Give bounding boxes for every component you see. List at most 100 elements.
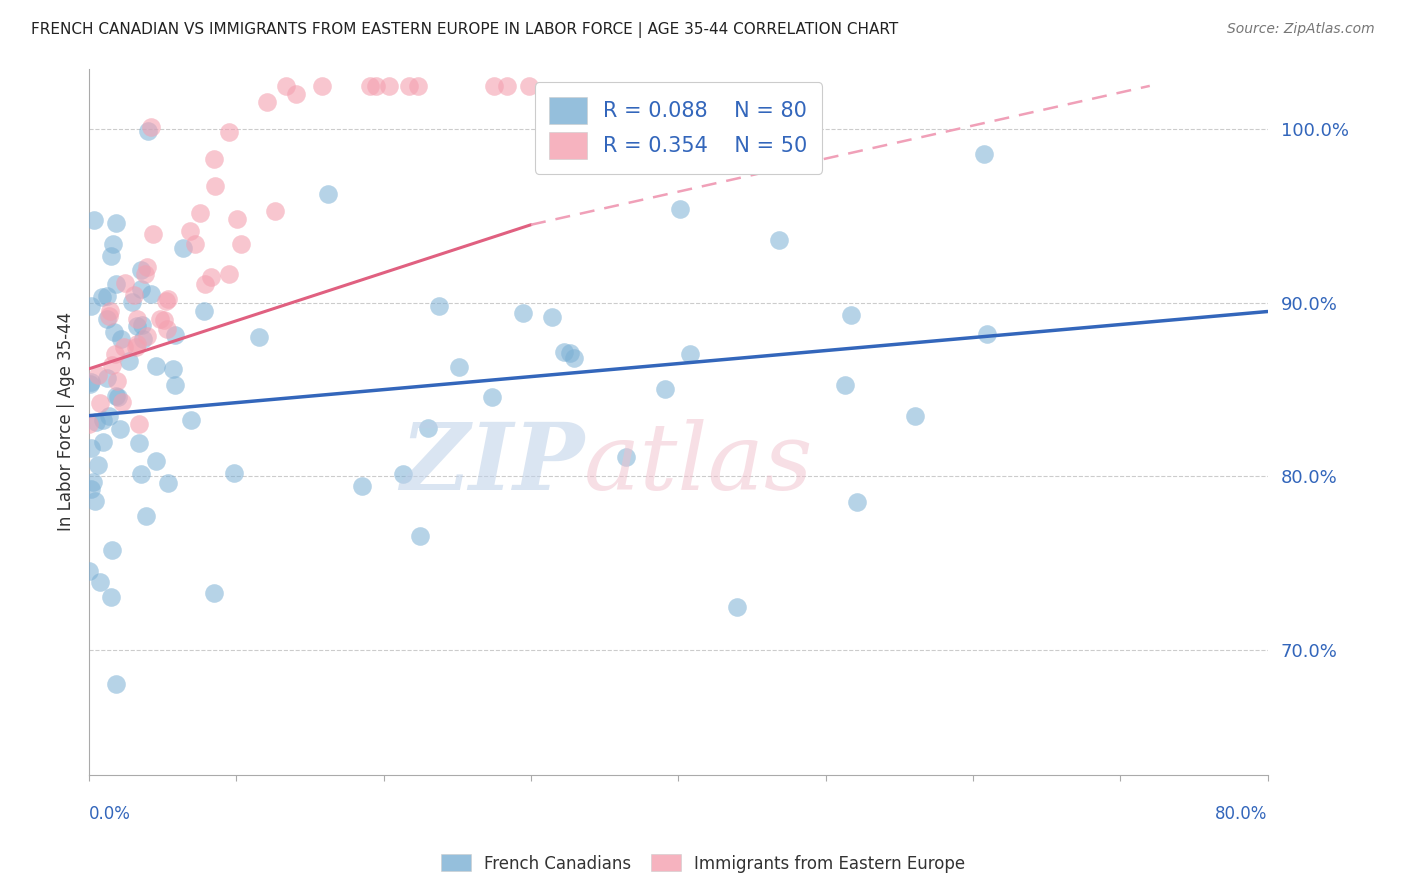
Point	[263, 203, 285, 218]
Point	[131, 318, 153, 333]
Point	[135, 328, 157, 343]
Point	[204, 179, 226, 194]
Point	[80, 375, 103, 389]
Text: ZIP: ZIP	[399, 419, 583, 509]
Legend: French Canadians, Immigrants from Eastern Europe: French Canadians, Immigrants from Easter…	[434, 847, 972, 880]
Point	[179, 224, 201, 238]
Point	[107, 390, 129, 404]
Point	[110, 332, 132, 346]
Point	[105, 277, 128, 291]
Point	[98, 303, 121, 318]
Point	[311, 78, 333, 93]
Point	[316, 186, 339, 201]
Point	[89, 574, 111, 589]
Point	[359, 78, 381, 93]
Point	[156, 322, 179, 336]
Point	[96, 371, 118, 385]
Point	[172, 241, 194, 255]
Point	[447, 360, 470, 375]
Point	[100, 590, 122, 604]
Point	[87, 368, 110, 382]
Point	[110, 394, 132, 409]
Point	[129, 467, 152, 481]
Text: 80.0%: 80.0%	[1215, 805, 1268, 823]
Point	[114, 277, 136, 291]
Point	[834, 378, 856, 392]
Point	[481, 390, 503, 404]
Point	[89, 396, 111, 410]
Point	[100, 359, 122, 373]
Point	[104, 216, 127, 230]
Point	[226, 211, 249, 226]
Point	[91, 413, 114, 427]
Point	[105, 389, 128, 403]
Point	[614, 450, 637, 464]
Text: FRENCH CANADIAN VS IMMIGRANTS FROM EASTERN EUROPE IN LABOR FORCE | AGE 35-44 COR: FRENCH CANADIAN VS IMMIGRANTS FROM EASTE…	[31, 22, 898, 38]
Point	[91, 434, 114, 449]
Point	[768, 233, 790, 247]
Y-axis label: In Labor Force | Age 35-44: In Labor Force | Age 35-44	[58, 312, 75, 532]
Text: 0.0%: 0.0%	[89, 805, 131, 823]
Point	[973, 147, 995, 161]
Point	[86, 415, 108, 429]
Point	[125, 312, 148, 326]
Point	[364, 78, 387, 93]
Point	[145, 454, 167, 468]
Point	[134, 509, 156, 524]
Point	[141, 287, 163, 301]
Point	[128, 417, 150, 432]
Point	[129, 263, 152, 277]
Point	[553, 344, 575, 359]
Point	[153, 313, 176, 327]
Point	[145, 359, 167, 373]
Point	[105, 374, 128, 388]
Point	[976, 327, 998, 342]
Point	[398, 78, 420, 93]
Point	[80, 442, 103, 456]
Point	[90, 290, 112, 304]
Point	[408, 529, 430, 543]
Point	[87, 458, 110, 472]
Text: Source: ZipAtlas.com: Source: ZipAtlas.com	[1227, 22, 1375, 37]
Point	[121, 294, 143, 309]
Point	[392, 467, 415, 481]
Point	[541, 310, 564, 325]
Point	[127, 337, 149, 351]
Point	[654, 382, 676, 396]
Point	[202, 586, 225, 600]
Point	[427, 299, 450, 313]
Point	[79, 417, 101, 432]
Point	[108, 422, 131, 436]
Point	[157, 475, 180, 490]
Point	[98, 409, 121, 423]
Point	[100, 249, 122, 263]
Point	[149, 312, 172, 326]
Point	[218, 125, 240, 139]
Point	[96, 289, 118, 303]
Point	[416, 421, 439, 435]
Point	[112, 340, 135, 354]
Point	[82, 475, 104, 490]
Point	[202, 153, 225, 167]
Point	[134, 267, 156, 281]
Point	[79, 377, 101, 392]
Point	[79, 564, 101, 578]
Point	[104, 347, 127, 361]
Point	[193, 304, 215, 318]
Point	[127, 318, 149, 333]
Point	[103, 236, 125, 251]
Legend: R = 0.088    N = 80, R = 0.354    N = 50: R = 0.088 N = 80, R = 0.354 N = 50	[534, 82, 823, 174]
Point	[155, 293, 177, 308]
Point	[103, 326, 125, 340]
Point	[839, 309, 862, 323]
Point	[180, 413, 202, 427]
Point	[188, 206, 211, 220]
Point	[229, 237, 252, 252]
Point	[218, 267, 240, 281]
Point	[101, 543, 124, 558]
Point	[194, 277, 217, 291]
Point	[200, 270, 222, 285]
Point	[484, 78, 506, 93]
Point	[517, 78, 540, 93]
Point	[165, 378, 187, 392]
